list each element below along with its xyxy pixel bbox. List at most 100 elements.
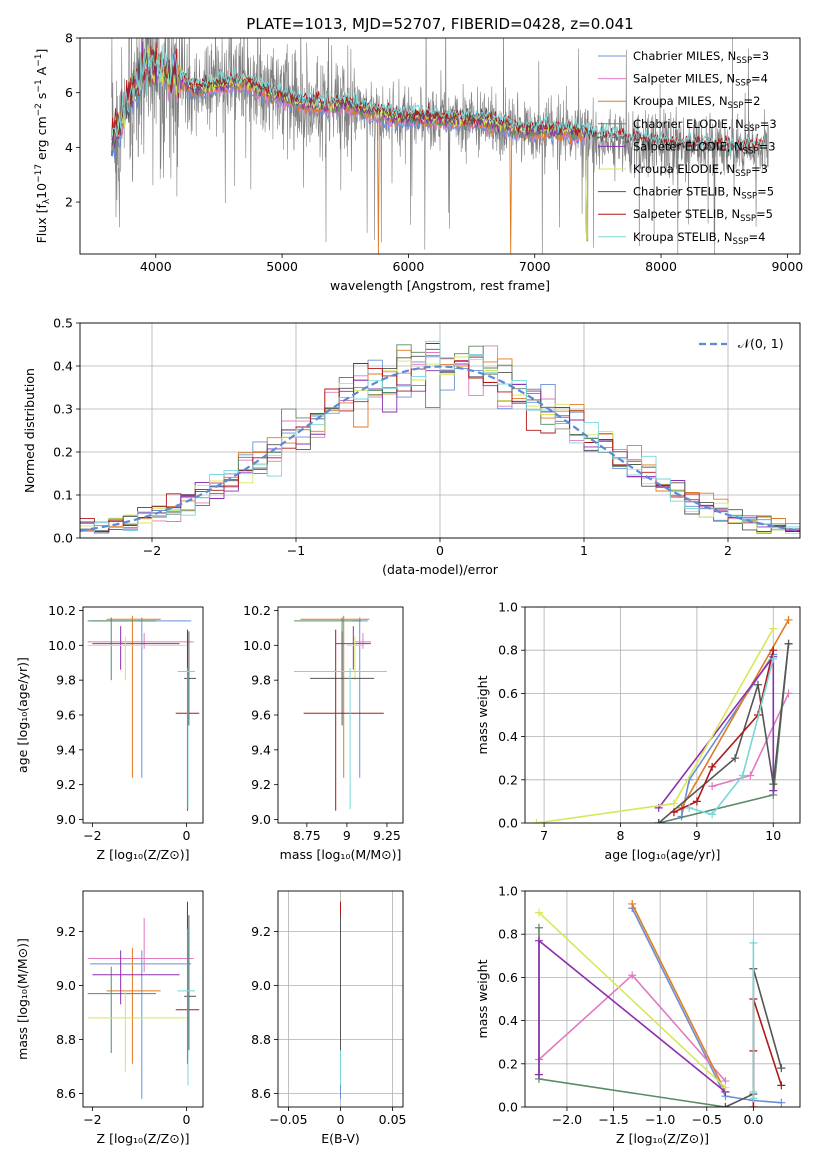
weight-marker — [721, 1103, 730, 1107]
y-label-part: A — [34, 66, 49, 79]
x-tick-label: 0 — [183, 828, 191, 843]
axes-residuals: −2 −1 0 1 2 0.0 0.1 0.2 0.3 0.4 0.5 (data-model)/er… — [22, 316, 801, 577]
x-tick-label: −2 — [83, 828, 101, 843]
legend-sub: SSP — [733, 237, 749, 247]
weight-marker — [708, 782, 717, 791]
x-axis-label: Z [log₁₀(Z/Z⊙)] — [97, 1131, 190, 1146]
y-tick-label: 8.8 — [251, 1032, 271, 1047]
legend-sub: SSP — [735, 79, 751, 89]
weight-marker — [769, 654, 778, 663]
y-tick-label: 0.1 — [53, 488, 73, 503]
y-label-part: ] — [34, 49, 49, 54]
y-tick-label: 9.8 — [56, 673, 76, 688]
weight-marker — [669, 799, 678, 808]
axes-weight_vs_Z: −2.0 −1.5 −1.0 −0.5 0.0 0.0 0.2 0.4 0.6 0.8 1.0 Z [… — [475, 884, 801, 1146]
plot-area-weight_vs_Z — [534, 899, 786, 1107]
x-tick-label: 0 — [436, 543, 444, 558]
y-tick-label: 0.5 — [53, 316, 73, 331]
legend-label: Kroupa MILES, NSSP=2 — [633, 94, 760, 111]
plot-area-age_vs_Z — [87, 615, 200, 811]
x-tick-label: 10 — [765, 828, 781, 843]
y-tick-label: 9.6 — [251, 708, 271, 723]
y-label-part: Flux [f — [34, 204, 49, 244]
weight-marker — [708, 762, 717, 771]
legend-name: Kroupa ELODIE, N — [633, 162, 735, 176]
y-axis-label: Flux [fλ10−17 erg cm−2 s−1 A−1] — [34, 49, 52, 244]
histogram-step — [80, 340, 800, 532]
legend-name: Chabrier ELODIE, N — [633, 117, 744, 131]
axes-frame — [277, 606, 404, 824]
x-tick-label: 1 — [580, 543, 588, 558]
x-tick-label: 0.05 — [379, 1112, 407, 1127]
y-tick-label: 9.4 — [251, 742, 271, 757]
x-tick-label: −1.0 — [645, 1112, 675, 1127]
x-tick-label: −2 — [143, 543, 161, 558]
legend-n: =5 — [756, 207, 773, 221]
weight-marker — [777, 1064, 786, 1073]
axes-mass_vs_Z: −2 0 8.6 8.8 9.0 9.2 Z [log₁₀(Z/Z⊙)] mass [log₁… — [15, 890, 204, 1146]
model-line — [111, 61, 588, 241]
x-tick-label: 9 — [343, 828, 351, 843]
x-tick-label: 4000 — [140, 259, 172, 274]
y-axis-label: mass [log₁₀(M/M⊙)] — [15, 938, 30, 1060]
axes-frame — [82, 890, 204, 1108]
weight-marker — [628, 899, 637, 908]
weight-marker — [669, 808, 678, 817]
x-tick-label: −2 — [83, 1112, 101, 1127]
axes-age_vs_Z: −2 0 9.0 9.2 9.4 9.6 9.8 10.0 10.2 Z [log₁₀(Z/Z⊙)… — [15, 603, 204, 862]
legend-label: Kroupa STELIB, NSSP=4 — [633, 230, 765, 247]
y-tick-label: 0.2 — [53, 445, 73, 460]
y-tick-label: 9.2 — [56, 777, 76, 792]
weight-line — [631, 903, 727, 1093]
weight-marker — [749, 1087, 758, 1096]
weight-marker — [532, 819, 541, 823]
weight-marker — [777, 1098, 786, 1107]
weight-marker — [749, 938, 758, 947]
axes-frame — [524, 890, 801, 1108]
weight-line — [688, 658, 775, 816]
x-tick-label: 8000 — [645, 259, 677, 274]
weight-marker — [692, 797, 701, 806]
x-axis-label: wavelength [Angstrom, rest frame] — [330, 278, 550, 293]
x-tick-label: 7 — [540, 828, 548, 843]
legend-name: Salpeter ELODIE, N — [633, 139, 743, 153]
y-axis-label: age [log₁₀(age/yr)] — [15, 657, 30, 773]
x-axis-label: Z [log₁₀(Z/Z⊙)] — [616, 1131, 709, 1146]
model-line — [111, 44, 765, 157]
y-tick-label: 4 — [65, 140, 73, 155]
x-tick-label: 6000 — [393, 259, 425, 274]
x-tick-label: −2.0 — [552, 1112, 582, 1127]
x-tick-label: −0.5 — [692, 1112, 722, 1127]
y-tick-label: 1.0 — [498, 884, 518, 899]
weight-marker — [534, 1070, 543, 1079]
y-axis-label: mass weight — [475, 959, 490, 1038]
y-label-part: erg cm — [34, 116, 49, 164]
y-tick-label: 0.0 — [498, 1100, 518, 1115]
x-tick-label: 0 — [183, 1112, 191, 1127]
y-tick-label: 0.8 — [498, 927, 518, 942]
x-tick-label: 2 — [724, 543, 732, 558]
weight-marker — [749, 1103, 758, 1107]
weight-marker — [738, 771, 747, 780]
axes-spectrum: 4000 5000 6000 7000 8000 9000 2 4 6 8 wavelength [… — [34, 31, 803, 294]
legend-label: Chabrier MILES, NSSP=3 — [633, 49, 769, 66]
y-tick-label: 1.0 — [498, 600, 518, 615]
x-tick-label: 0.0 — [743, 1112, 763, 1127]
x-axis-label: E(B-V) — [321, 1131, 360, 1146]
y-tick-label: 9.0 — [251, 812, 271, 827]
legend-sub: SSP — [743, 146, 759, 156]
x-tick-label: 8.75 — [293, 828, 321, 843]
weight-marker — [654, 819, 663, 823]
y-tick-label: 0.2 — [498, 772, 518, 787]
axes-weight_vs_age: 7 8 9 10 0.0 0.2 0.4 0.6 0.8 1.0 age [log₁₀(age/yr… — [475, 600, 801, 862]
y-tick-label: 0.3 — [53, 402, 73, 417]
y-tick-label: 9.6 — [56, 708, 76, 723]
legend-name: Kroupa MILES, N — [633, 94, 728, 108]
y-tick-label: 10.2 — [243, 603, 271, 618]
plot-area-residuals — [80, 340, 800, 535]
y-label-part: s — [34, 93, 49, 104]
weight-marker — [685, 803, 694, 812]
y-tick-label: 6 — [65, 85, 73, 100]
plot-area-age_vs_mass — [294, 615, 387, 811]
